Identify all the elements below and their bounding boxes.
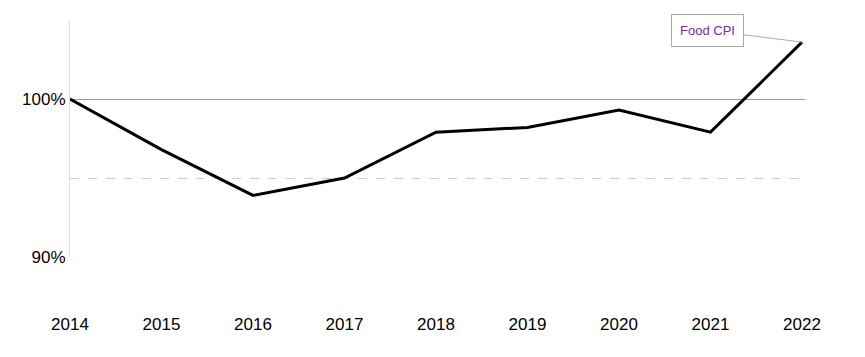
svg-text:2017: 2017 [326, 315, 364, 334]
svg-text:100%: 100% [22, 90, 65, 109]
svg-text:2022: 2022 [783, 315, 821, 334]
svg-text:2018: 2018 [417, 315, 455, 334]
svg-text:2020: 2020 [600, 315, 638, 334]
svg-text:90%: 90% [32, 248, 66, 267]
svg-text:2014: 2014 [51, 315, 89, 334]
svg-text:2016: 2016 [234, 315, 272, 334]
svg-text:Food CPI: Food CPI [680, 23, 735, 38]
svg-text:2019: 2019 [509, 315, 547, 334]
svg-text:2015: 2015 [143, 315, 181, 334]
svg-text:2021: 2021 [692, 315, 730, 334]
